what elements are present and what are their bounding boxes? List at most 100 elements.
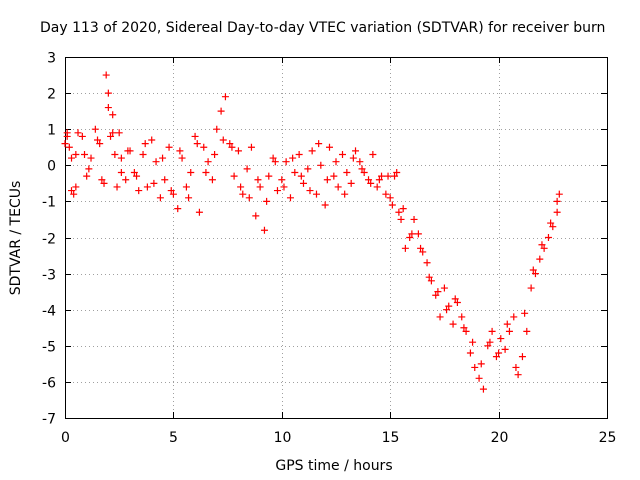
data-point (427, 277, 435, 285)
y-tick-label: -7 (42, 412, 56, 428)
data-point (167, 187, 175, 195)
x-tick-label: 25 (599, 430, 617, 446)
data-point (263, 197, 271, 205)
data-point (237, 183, 245, 191)
y-tick-label: 2 (47, 87, 56, 103)
data-point (94, 136, 102, 144)
data-point (152, 158, 160, 166)
y-tick-label: -5 (42, 340, 56, 356)
data-point (226, 140, 234, 148)
data-point (213, 125, 221, 133)
data-point (334, 183, 342, 191)
data-point (553, 197, 561, 205)
data-point (488, 327, 496, 335)
data-point (291, 169, 299, 177)
x-tick-label: 10 (274, 430, 292, 446)
y-tick-label: 1 (47, 123, 56, 139)
y-tick-label: -6 (42, 376, 56, 392)
data-point (432, 291, 440, 299)
data-point (208, 176, 216, 184)
data-point (135, 187, 143, 195)
data-point (436, 313, 444, 321)
data-point (425, 273, 433, 281)
data-point (102, 71, 110, 79)
y-tick-label: 0 (47, 159, 56, 175)
data-point (388, 201, 396, 209)
data-point (349, 154, 357, 162)
data-point (547, 219, 555, 227)
data-point (484, 342, 492, 350)
data-point (70, 190, 78, 198)
series-sdtvar-2 (63, 89, 561, 371)
data-point (512, 363, 520, 371)
data-point (182, 183, 190, 191)
data-point (523, 327, 531, 335)
data-point (495, 349, 503, 357)
data-point (111, 150, 119, 158)
data-point (159, 154, 167, 162)
data-point (365, 176, 373, 184)
data-point (323, 176, 331, 184)
y-tick-label: -4 (42, 304, 56, 320)
data-point (406, 234, 414, 241)
data-point (87, 154, 95, 162)
data-point (130, 169, 138, 177)
data-point (527, 284, 535, 292)
data-point (373, 183, 381, 191)
data-point (304, 165, 312, 173)
data-point (68, 187, 76, 195)
data-point (343, 169, 351, 177)
plot-frame (65, 57, 608, 419)
data-point (271, 158, 279, 166)
data-point (109, 111, 117, 119)
data-point (555, 190, 563, 198)
data-point (185, 194, 193, 202)
data-point (521, 309, 529, 317)
data-point (503, 320, 511, 328)
data-point (401, 244, 409, 252)
data-point (434, 288, 442, 296)
data-point (297, 172, 305, 180)
data-point (510, 313, 518, 321)
data-point (143, 183, 151, 191)
data-point (317, 161, 325, 169)
data-point (514, 371, 522, 379)
x-tick-label: 5 (169, 430, 178, 446)
data-point (501, 345, 509, 353)
data-point (78, 132, 86, 140)
data-point (375, 176, 383, 184)
data-point (124, 147, 132, 155)
data-point (68, 154, 76, 162)
data-point (341, 190, 349, 198)
data-point (408, 230, 416, 238)
data-point (391, 172, 399, 180)
data-point (156, 194, 164, 202)
data-point (141, 140, 149, 148)
data-point (83, 172, 91, 180)
data-point (529, 266, 537, 274)
data-point (85, 165, 93, 173)
data-point (61, 140, 69, 148)
x-axis-label: GPS time / hours (275, 458, 392, 474)
data-point (256, 183, 264, 191)
data-point (382, 190, 390, 198)
data-point (492, 353, 500, 361)
data-point (98, 176, 106, 184)
data-point (453, 298, 461, 306)
data-point (347, 179, 355, 187)
axis-ticks: 0 5 10 15 20 25 -7 -6 -5 -4 -3 -2 -1 0 1 2 3 (42, 51, 616, 447)
data-point (195, 208, 203, 216)
data-point (544, 234, 552, 241)
data-point (308, 147, 316, 155)
data-point (462, 327, 470, 335)
data-point (471, 363, 479, 371)
data-point (176, 147, 184, 155)
data-point (65, 143, 73, 151)
data-point (122, 176, 130, 184)
data-point (477, 360, 485, 368)
data-point (150, 179, 158, 187)
data-point (440, 284, 448, 292)
data-point (549, 223, 557, 231)
data-point (254, 176, 262, 184)
